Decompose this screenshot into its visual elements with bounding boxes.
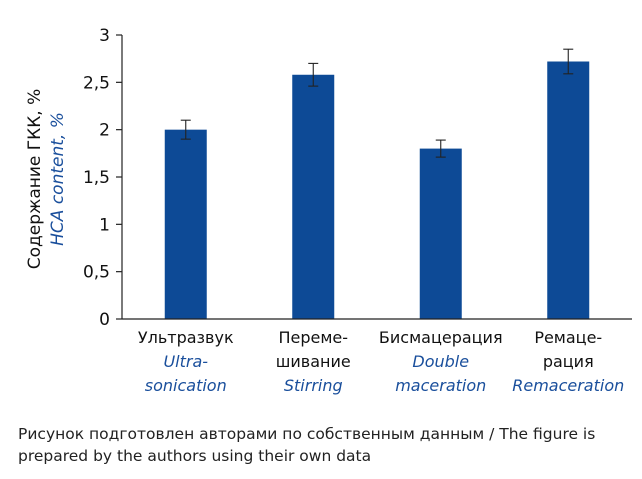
x-axis-labels: Ультразвук Ultra-sonication Переме-шивание… — [138, 328, 624, 395]
category-label-en: Stirring — [284, 376, 343, 395]
bar — [419, 148, 462, 319]
category-label-en: Ultra- — [163, 352, 208, 371]
category-label: Переме- — [278, 328, 348, 347]
category-label: Бисмацерация — [379, 328, 503, 347]
bar-chart: Содержание ГКК, % HCA content, % 0 0,5 1 1,5… — [25, 26, 632, 395]
bar — [292, 74, 335, 319]
category-label: Ультразвук — [138, 328, 234, 347]
y-axis-title-en: HCA content, % — [48, 112, 68, 246]
y-tick-label: 1 — [99, 215, 110, 235]
y-axis-label: Содержание ГКК, % HCA content, % — [25, 89, 68, 270]
bars — [164, 48, 590, 320]
y-tick-label: 2 — [99, 121, 110, 141]
y-tick-label: 0 — [99, 310, 110, 330]
bar — [547, 61, 590, 320]
category-label: рация — [543, 352, 594, 371]
category-label-en: sonication — [145, 376, 227, 395]
category-label-en: Double — [412, 352, 469, 371]
y-tick-label: 1,5 — [83, 168, 110, 188]
y-tick-label: 0,5 — [83, 263, 110, 283]
y-axis-title: Содержание ГКК, % — [25, 89, 45, 270]
category-label: шивание — [276, 352, 351, 371]
figure-caption: Рисунок подготовлен авторами по собствен… — [18, 425, 596, 465]
y-tick-label: 3 — [99, 26, 110, 46]
bar — [164, 129, 207, 319]
y-axis-ticks: 0 0,5 1 1,5 2 2,5 3 — [83, 26, 122, 330]
y-tick-label: 2,5 — [83, 73, 110, 93]
category-label-en: maceration — [395, 376, 486, 395]
category-label: Ремаце- — [534, 328, 602, 347]
category-label-en: Remaceration — [512, 376, 624, 395]
